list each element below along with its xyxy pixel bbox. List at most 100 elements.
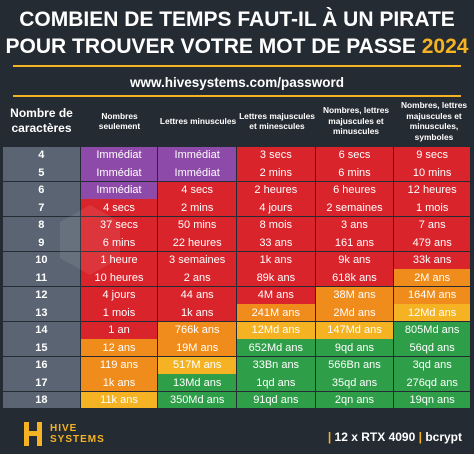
crack-time-cell: 4M ans — [237, 286, 315, 304]
hive-logo-icon — [24, 422, 42, 446]
character-count-cell: 5 — [3, 164, 80, 182]
crack-time-cell: 91qd ans — [237, 391, 315, 409]
crack-time-cell: 9k ans — [315, 251, 394, 269]
brand-name: HIVE SYSTEMS — [50, 423, 105, 445]
crack-time-cell: 3 secs — [237, 147, 315, 164]
column-header: Nombres, lettres majuscules et minuscule… — [400, 100, 468, 142]
column-header: Lettres majuscules et minescules — [239, 110, 315, 132]
url-divider — [13, 95, 461, 97]
crack-time-cell: 566Bn ans — [315, 356, 394, 374]
table-row: 10 1 heure 3 semaines 1k ans 9k ans 33k ans — [3, 251, 470, 269]
crack-time-cell: 44 ans — [158, 286, 236, 304]
hardware-label: 12 x RTX 4090 — [334, 430, 416, 444]
crack-time-cell: 4 jours — [80, 286, 158, 304]
crack-time-cell: 6 secs — [315, 147, 394, 164]
source-url: www.hivesystems.com/password — [129, 75, 345, 90]
crack-time-cell: 1k ans — [80, 374, 158, 391]
crack-time-cell: Immédiat — [80, 181, 158, 199]
crack-time-cell: 618k ans — [315, 269, 394, 287]
table-row: 16 119 ans 517M ans 33Bn ans 566Bn ans 3qd an… — [3, 356, 470, 374]
crack-time-cell: 19M ans — [158, 339, 236, 357]
table-row: 6 Immédiat 4 secs 2 heures 6 heures 12 heures — [3, 181, 470, 199]
crack-time-cell: 2 ans — [158, 269, 236, 287]
crack-time-cell: 13Md ans — [158, 374, 236, 391]
crack-time-cell: 12 ans — [80, 339, 158, 357]
crack-time-cell: 12 heures — [394, 181, 470, 199]
character-count-cell: 11 — [3, 269, 80, 287]
crack-time-cell: 2M ans — [394, 269, 470, 287]
character-count-cell: 12 — [3, 286, 80, 304]
crack-time-cell: 3 semaines — [158, 251, 236, 269]
page-title: COMBIEN DE TEMPS FAUT-IL À UN PIRATE POU… — [0, 6, 474, 60]
crack-time-cell: 1 mois — [394, 199, 470, 217]
crack-time-cell: 241M ans — [237, 304, 315, 322]
password-table: 4 Immédiat Immédiat 3 secs 6 secs 9 secs 5 Immé… — [3, 147, 470, 409]
crack-time-cell: 22 heures — [158, 234, 236, 252]
table-row: 18 11k ans 350Md ans 91qd ans 2qn ans 19qn an… — [3, 391, 470, 409]
crack-time-cell: 12Md ans — [394, 304, 470, 322]
crack-time-cell: 38M ans — [315, 286, 394, 304]
crack-time-cell: 37 secs — [80, 216, 158, 234]
character-count-cell: 7 — [3, 199, 80, 217]
brand-line-1: HIVE — [50, 423, 78, 434]
table-row: 11 10 heures 2 ans 89k ans 618k ans 2M ans — [3, 269, 470, 287]
crack-time-cell: 3 ans — [315, 216, 394, 234]
crack-time-cell: 6 mins — [80, 234, 158, 252]
character-count-cell: 9 — [3, 234, 80, 252]
separator-right: | — [418, 430, 422, 444]
crack-time-cell: 1 an — [80, 321, 158, 339]
crack-time-cell: 19qn ans — [394, 391, 470, 409]
crack-time-cell: 4 secs — [158, 181, 236, 199]
crack-time-cell: 350Md ans — [158, 391, 236, 409]
separator-left: | — [327, 430, 332, 444]
character-count-cell: 4 — [3, 147, 80, 164]
character-count-cell: 17 — [3, 374, 80, 391]
character-count-cell: 16 — [3, 356, 80, 374]
crack-time-cell: 56qd ans — [394, 339, 470, 357]
column-header: Nombres, lettres majuscules et minuscule… — [322, 105, 390, 137]
crack-time-cell: 1 heure — [80, 251, 158, 269]
character-count-cell: 18 — [3, 391, 80, 409]
crack-time-cell: 11k ans — [80, 391, 158, 409]
character-count-cell: 14 — [3, 321, 80, 339]
character-count-cell: 8 — [3, 216, 80, 234]
character-count-cell: 15 — [3, 339, 80, 357]
character-count-cell: 13 — [3, 304, 80, 322]
crack-time-cell: 2Md ans — [315, 304, 394, 322]
crack-time-cell: 33 ans — [237, 234, 315, 252]
crack-time-cell: 9 secs — [394, 147, 470, 164]
crack-time-cell: 50 mins — [158, 216, 236, 234]
title-line-2-text: POUR TROUVER VOTRE MOT DE PASSE — [5, 35, 416, 58]
crack-time-cell: 2 mins — [158, 199, 236, 217]
crack-time-cell: 517M ans — [158, 356, 236, 374]
title-line-2: POUR TROUVER VOTRE MOT DE PASSE 2024 — [0, 33, 474, 60]
table-row: 13 1 mois 1k ans 241M ans 2Md ans 12Md ans — [3, 304, 470, 322]
crack-time-cell: Immédiat — [80, 164, 158, 182]
crack-time-cell: 89k ans — [237, 269, 315, 287]
brand-line-2: SYSTEMS — [50, 434, 105, 445]
title-year: 2024 — [421, 35, 469, 58]
column-header: Lettres minuscules — [159, 115, 237, 126]
crack-time-cell: 1qd ans — [237, 374, 315, 391]
crack-time-cell: 805Md ans — [394, 321, 470, 339]
brand-logo: HIVE SYSTEMS — [22, 420, 105, 448]
crack-time-cell: 2 mins — [237, 164, 315, 182]
character-count-cell: 6 — [3, 181, 80, 199]
crack-time-cell: 8 mois — [237, 216, 315, 234]
column-header: Nombre de caractères — [10, 106, 73, 135]
crack-time-cell: Immédiat — [158, 164, 236, 182]
crack-time-cell: 119 ans — [80, 356, 158, 374]
crack-time-cell: 6 heures — [315, 181, 394, 199]
table-row: 12 4 jours 44 ans 4M ans 38M ans 164M ans — [3, 286, 470, 304]
crack-time-cell: 2 semaines — [315, 199, 394, 217]
crack-time-cell: Immédiat — [80, 147, 158, 164]
crack-time-cell: 9qd ans — [315, 339, 394, 357]
table-row: 15 12 ans 19M ans 652Md ans 9qd ans 56qd ans — [3, 339, 470, 357]
crack-time-cell: Immédiat — [158, 147, 236, 164]
title-line-1: COMBIEN DE TEMPS FAUT-IL À UN PIRATE — [19, 8, 455, 31]
column-header: Nombres seulement — [98, 110, 141, 132]
crack-time-cell: 4 secs — [80, 199, 158, 217]
table-row: 8 37 secs 50 mins 8 mois 3 ans 7 ans — [3, 216, 470, 234]
crack-time-cell: 276qd ans — [394, 374, 470, 391]
